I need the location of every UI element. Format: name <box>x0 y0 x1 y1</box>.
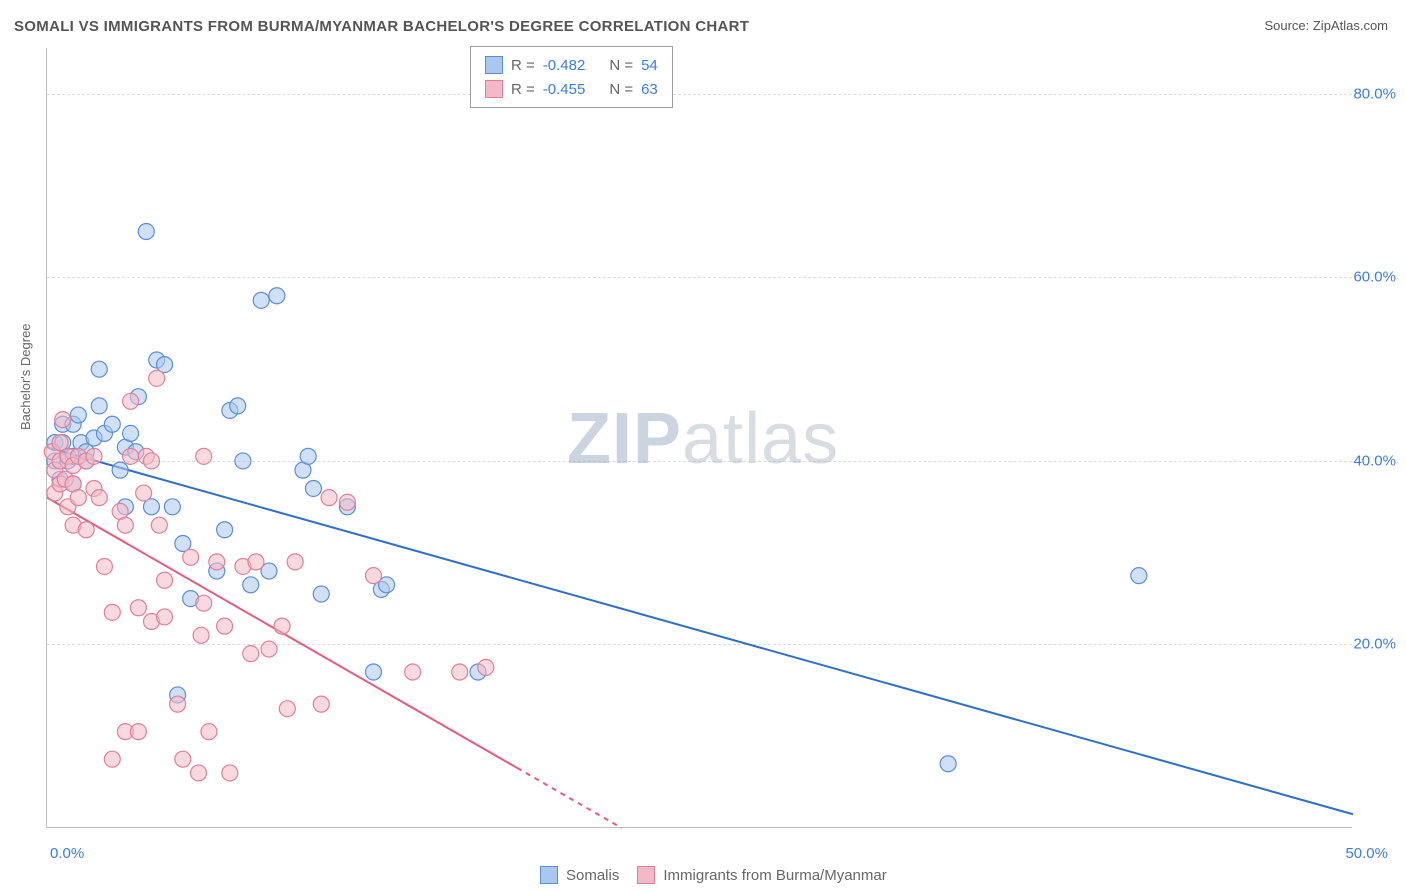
y-tick: 60.0% <box>1353 269 1396 286</box>
legend-swatch <box>540 866 558 884</box>
stats-row: R = -0.455 N = 63 <box>485 77 658 101</box>
scatter-points <box>47 48 1352 827</box>
y-tick: 80.0% <box>1353 85 1396 102</box>
legend-item: Immigrants from Burma/Myanmar <box>637 866 886 884</box>
chart-title: SOMALI VS IMMIGRANTS FROM BURMA/MYANMAR … <box>14 18 749 35</box>
bottom-legend: Somalis Immigrants from Burma/Myanmar <box>540 866 887 884</box>
x-tick-right: 50.0% <box>1345 845 1388 862</box>
legend-swatch <box>485 56 503 74</box>
legend-item: Somalis <box>540 866 619 884</box>
stats-row: R = -0.482 N = 54 <box>485 53 658 77</box>
source-label: Source: ZipAtlas.com <box>1264 18 1388 33</box>
legend-swatch <box>485 80 503 98</box>
plot-area: ZIPatlas <box>46 48 1352 828</box>
legend-swatch <box>637 866 655 884</box>
y-tick: 20.0% <box>1353 636 1396 653</box>
stats-legend: R = -0.482 N = 54 R = -0.455 N = 63 <box>470 46 673 108</box>
y-tick: 40.0% <box>1353 452 1396 469</box>
x-tick-left: 0.0% <box>50 845 84 862</box>
y-axis-label: Bachelor's Degree <box>18 323 33 430</box>
